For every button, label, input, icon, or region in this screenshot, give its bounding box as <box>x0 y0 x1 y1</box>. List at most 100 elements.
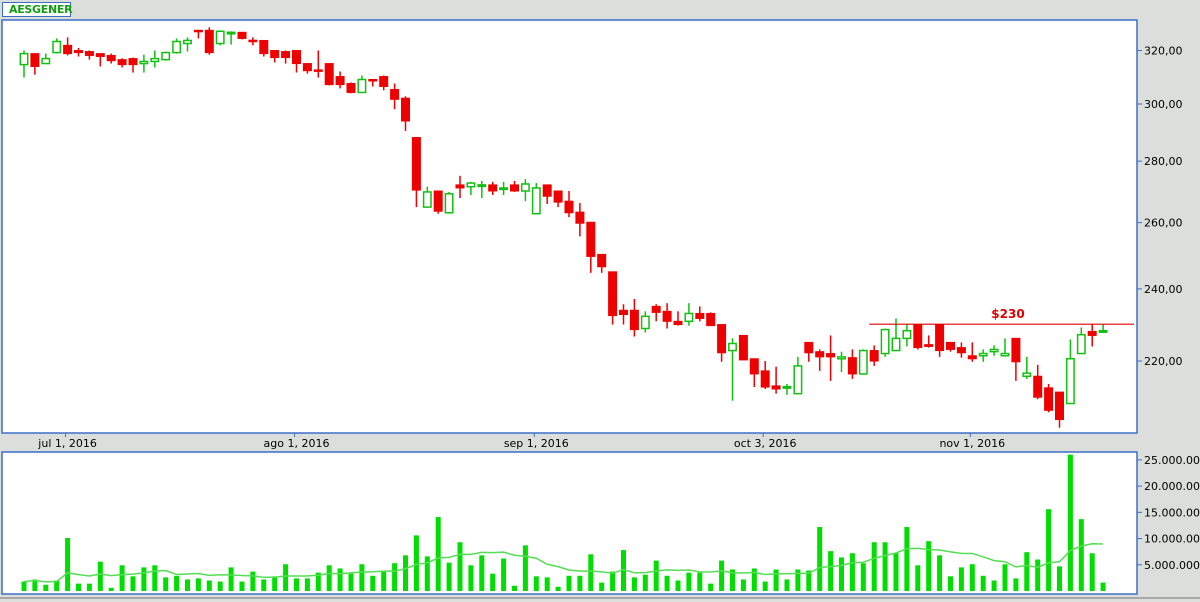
candle-body <box>106 54 116 62</box>
volume-bar <box>893 553 899 591</box>
volume-bar <box>904 527 910 591</box>
candle-up <box>172 38 182 54</box>
candle-down <box>869 345 879 366</box>
volume-bar <box>1100 582 1106 591</box>
candle-body <box>1044 387 1054 411</box>
volume-bar <box>730 569 735 591</box>
volume-bar <box>828 551 834 591</box>
volume-bar <box>566 575 572 591</box>
candle-body <box>597 253 607 268</box>
volume-bar <box>882 542 888 591</box>
candle-down <box>946 341 955 352</box>
candle-down <box>117 58 127 68</box>
volume-bar <box>435 517 441 591</box>
candle-body <box>1022 372 1032 377</box>
candle-down <box>967 342 977 362</box>
date-tick-label: nov 1, 2016 <box>939 437 1005 450</box>
candle-body <box>1098 329 1108 333</box>
candle-up <box>978 349 988 362</box>
candle-body <box>1011 337 1021 363</box>
volume-bar <box>381 570 387 591</box>
candle-body <box>956 347 966 354</box>
candle-up <box>520 179 530 202</box>
volume-bar <box>719 560 725 591</box>
candle-body <box>847 357 857 375</box>
volume-bar <box>664 575 670 591</box>
candle-down <box>281 50 291 64</box>
candle-body <box>1087 330 1097 336</box>
volume-bar <box>675 580 681 591</box>
candle-down <box>1011 337 1021 381</box>
volume-bar <box>849 553 855 591</box>
volume-bar <box>795 569 801 591</box>
candle-body <box>204 29 214 54</box>
candle-body <box>673 320 683 326</box>
candle-down <box>346 82 356 94</box>
candle-body <box>880 328 890 355</box>
candle-body <box>1076 333 1086 355</box>
candle-body <box>815 351 825 358</box>
candle-down <box>771 366 781 394</box>
candle-body <box>270 50 280 59</box>
candle-body <box>913 324 923 349</box>
volume-bar <box>991 580 997 591</box>
candle-down <box>401 96 410 131</box>
candle-down <box>738 334 748 361</box>
candle-body <box>608 271 618 317</box>
candle-down <box>553 190 563 208</box>
candle-down <box>564 191 574 218</box>
candle-down <box>935 324 945 357</box>
volume-tick-label: 15.000.000 <box>1144 506 1200 519</box>
candle-body <box>902 329 912 340</box>
candle-body <box>771 385 781 390</box>
candle-down <box>30 53 40 75</box>
candle-up <box>19 50 29 78</box>
candle-body <box>84 51 94 56</box>
candle-body <box>292 50 301 65</box>
volume-bar <box>751 568 757 591</box>
candle-down <box>433 190 443 214</box>
candle-down <box>379 75 389 91</box>
candle-body <box>357 78 367 94</box>
volume-bar <box>359 564 365 591</box>
candle-down <box>608 271 618 325</box>
volume-bar <box>174 575 180 591</box>
volume-bar <box>54 580 60 591</box>
candle-down <box>324 63 334 86</box>
date-tick-label: oct 3, 2016 <box>734 437 797 450</box>
date-axis: jul 1, 2016 ago 1, 2016 sep 1, 2016 oct 3, … <box>37 433 1005 450</box>
price-panel[interactable] <box>1 19 1138 434</box>
candle-up <box>1098 324 1108 333</box>
volume-bar <box>839 557 844 591</box>
candle-body <box>215 30 225 45</box>
candle-down <box>749 358 759 388</box>
candle-body <box>433 190 443 212</box>
candle-down <box>313 50 323 78</box>
volume-bar <box>43 584 49 591</box>
volume-bar <box>1057 566 1062 591</box>
candle-body <box>946 341 955 350</box>
candle-down <box>717 324 727 362</box>
volume-bar <box>76 583 81 591</box>
candle-down <box>575 203 585 237</box>
volume-bar <box>228 567 234 591</box>
candle-up <box>1076 327 1086 355</box>
candle-up <box>183 37 192 52</box>
price-tick-label: 240,00 <box>1144 283 1183 296</box>
volume-bar <box>708 583 714 591</box>
candle-up <box>880 328 890 357</box>
candle-down <box>1044 383 1054 413</box>
candle-body <box>706 312 716 327</box>
volume-bar <box>1089 553 1095 591</box>
volume-bar <box>294 578 299 591</box>
volume-bar <box>185 579 190 591</box>
candle-down <box>1033 364 1043 400</box>
candle-body <box>161 51 171 61</box>
volume-bar <box>762 581 768 591</box>
candle-down <box>368 78 378 87</box>
candle-body <box>95 53 105 57</box>
ticker-tab[interactable]: AESGENER <box>2 2 73 17</box>
volume-bar <box>926 541 932 591</box>
candle-down <box>804 341 814 362</box>
candle-body <box>640 315 650 330</box>
